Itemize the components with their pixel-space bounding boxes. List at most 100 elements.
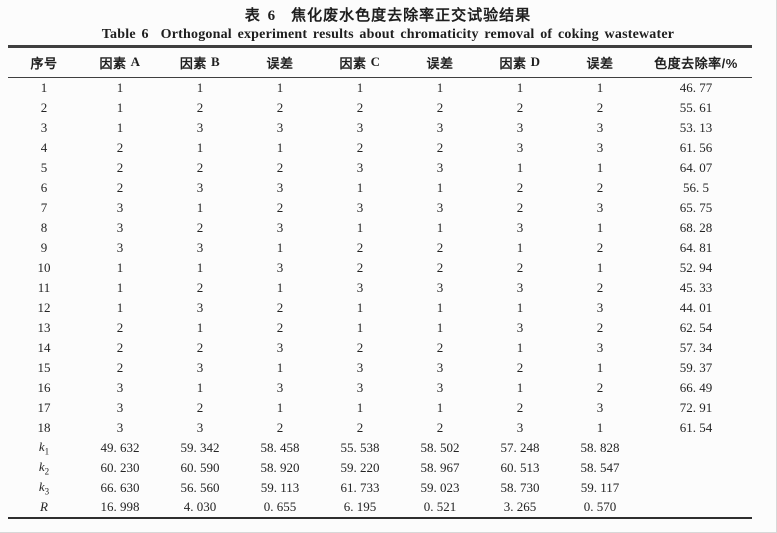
summary-value-cell: 59. 117 — [580, 479, 620, 495]
level-cell: 2 — [116, 159, 124, 175]
summary-row: k1 49. 632 59. 342 58. 458 55. 538 58. 502 57.… — [8, 438, 752, 458]
level-cell: 1 — [276, 279, 284, 295]
level-cell: 1 — [596, 359, 604, 375]
table-body: 1 1 1 1 1 1 1 1 46. 77 2 1 2 2 2 2 2 2 55. 61 3 1 3 3 3 3 3 3 53. … — [8, 78, 752, 518]
level-cell: 3 — [436, 199, 444, 215]
summary-label-subscript: 3 — [44, 486, 50, 497]
table-row: 1 1 1 1 1 1 1 1 46. 77 — [8, 78, 752, 98]
run-number-cell: 12 — [37, 299, 51, 315]
level-cell: 2 — [436, 419, 444, 435]
table-row: 9 3 3 1 2 2 1 2 64. 81 — [8, 238, 752, 258]
table-number-zh: 表 6 — [244, 8, 278, 24]
level-cell: 3 — [116, 219, 124, 235]
level-cell: 2 — [276, 199, 284, 215]
column-header: 误差 — [400, 46, 480, 78]
removal-rate-cell: 72. 91 — [679, 399, 713, 415]
level-cell: 3 — [196, 179, 204, 195]
run-number-cell: 14 — [37, 339, 51, 355]
run-number-cell: 18 — [37, 419, 51, 435]
level-cell: 2 — [356, 139, 364, 155]
table-row: 2 1 2 2 2 2 2 2 55. 61 — [8, 98, 752, 118]
level-cell: 1 — [596, 259, 604, 275]
column-header-text: 因素 — [339, 56, 371, 71]
level-cell: 3 — [436, 359, 444, 375]
summary-value-cell: 58. 920 — [260, 459, 300, 475]
summary-value-cell: 58. 828 — [580, 439, 620, 455]
summary-value-cell: 16. 998 — [100, 499, 140, 514]
level-cell: 3 — [516, 279, 524, 295]
level-cell: 3 — [356, 279, 364, 295]
level-cell: 1 — [516, 79, 524, 95]
level-cell: 3 — [516, 219, 524, 235]
level-cell: 2 — [196, 159, 204, 175]
summary-value-cell: 0. 655 — [263, 499, 297, 514]
column-header: 因素 D — [480, 46, 560, 78]
level-cell: 3 — [436, 159, 444, 175]
column-header-text: 因素 — [179, 56, 211, 71]
column-header: 因素 B — [160, 46, 240, 78]
table-title-chinese: 表 6 焦化废水色度去除率正交试验结果 — [0, 0, 776, 25]
run-number-cell: 16 — [37, 379, 51, 395]
removal-rate-cell: 64. 81 — [679, 239, 713, 255]
level-cell: 2 — [436, 239, 444, 255]
level-cell: 3 — [116, 199, 124, 215]
level-cell: 2 — [356, 259, 364, 275]
removal-rate-cell: 59. 37 — [679, 359, 713, 375]
table-row: 14 2 2 3 2 2 1 3 57. 34 — [8, 338, 752, 358]
column-header-text: 因素 — [499, 56, 531, 71]
factor-letter: A — [130, 54, 141, 69]
level-cell: 3 — [516, 419, 524, 435]
column-header: 因素 A — [80, 46, 160, 78]
level-cell: 1 — [436, 319, 444, 335]
run-number-cell: 1 — [40, 79, 48, 95]
summary-value-cell: 59. 342 — [180, 439, 220, 455]
level-cell: 2 — [116, 359, 124, 375]
summary-label-symbol: R — [40, 499, 48, 514]
summary-value-cell: 59. 023 — [420, 479, 460, 495]
level-cell: 1 — [116, 99, 124, 115]
level-cell: 2 — [276, 159, 284, 175]
table-row: 7 3 1 2 3 3 2 3 65. 75 — [8, 198, 752, 218]
level-cell: 1 — [436, 299, 444, 315]
level-cell: 2 — [196, 99, 204, 115]
level-cell: 2 — [116, 139, 124, 155]
table-row: 3 1 3 3 3 3 3 3 53. 13 — [8, 118, 752, 138]
column-header: 误差 — [240, 46, 320, 78]
summary-value-cell: 4. 030 — [183, 499, 217, 514]
column-header: 误差 — [560, 46, 640, 78]
run-number-cell: 2 — [40, 99, 48, 115]
level-cell: 2 — [596, 279, 604, 295]
level-cell: 2 — [356, 99, 364, 115]
summary-value-cell: 6. 195 — [343, 499, 377, 514]
table-row: 11 1 2 1 3 3 3 2 45. 33 — [8, 278, 752, 298]
removal-rate-cell: 44. 01 — [679, 299, 713, 315]
level-cell: 1 — [276, 399, 284, 415]
summary-value-cell: 0. 570 — [583, 499, 617, 514]
summary-value-cell: 58. 547 — [580, 459, 620, 475]
level-cell: 1 — [116, 79, 124, 95]
level-cell: 2 — [356, 339, 364, 355]
summary-label-symbol: k — [38, 438, 45, 454]
summary-label-symbol: k — [38, 458, 45, 474]
summary-label-subscript: 2 — [44, 466, 50, 477]
level-cell: 2 — [596, 239, 604, 255]
summary-label-cell: k3 — [8, 478, 80, 498]
run-number-cell: 8 — [40, 219, 48, 235]
level-cell: 2 — [356, 419, 364, 435]
level-cell: 2 — [196, 339, 204, 355]
removal-rate-cell: 45. 33 — [679, 279, 713, 295]
level-cell: 1 — [276, 239, 284, 255]
level-cell: 3 — [516, 319, 524, 335]
level-cell: 1 — [116, 299, 124, 315]
column-header: 序号 — [8, 46, 80, 78]
factor-letter: B — [210, 54, 221, 69]
level-cell: 3 — [116, 399, 124, 415]
removal-rate-cell: 57. 34 — [679, 339, 713, 355]
level-cell: 3 — [356, 359, 364, 375]
run-number-cell: 7 — [40, 199, 48, 215]
summary-value-cell: 58. 730 — [500, 479, 540, 495]
table-row: 17 3 2 1 1 1 2 3 72. 91 — [8, 398, 752, 418]
level-cell: 2 — [196, 219, 204, 235]
level-cell: 3 — [276, 179, 284, 195]
